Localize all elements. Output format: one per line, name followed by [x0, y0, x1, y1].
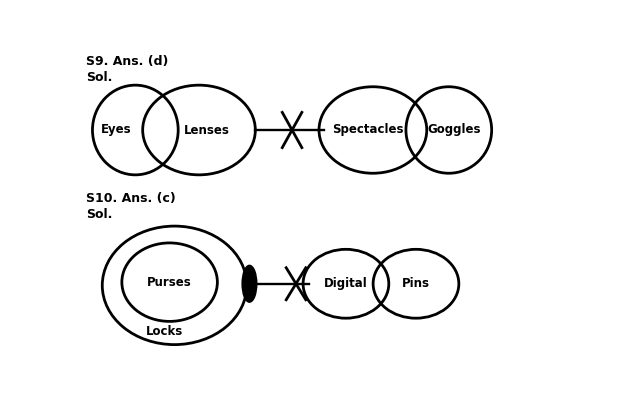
Text: Lenses: Lenses — [183, 124, 229, 136]
Text: S9. Ans. (d): S9. Ans. (d) — [87, 55, 169, 68]
Text: Eyes: Eyes — [100, 124, 131, 136]
Text: Locks: Locks — [146, 325, 183, 338]
Text: Sol.: Sol. — [87, 208, 112, 221]
Text: Goggles: Goggles — [427, 124, 480, 136]
Text: Sol.: Sol. — [87, 71, 112, 84]
Text: Spectacles: Spectacles — [332, 124, 404, 136]
Text: Pins: Pins — [402, 277, 430, 290]
Text: S10. Ans. (c): S10. Ans. (c) — [87, 193, 176, 206]
Text: Purses: Purses — [147, 276, 192, 289]
Ellipse shape — [242, 265, 257, 302]
Text: Digital: Digital — [324, 277, 368, 290]
